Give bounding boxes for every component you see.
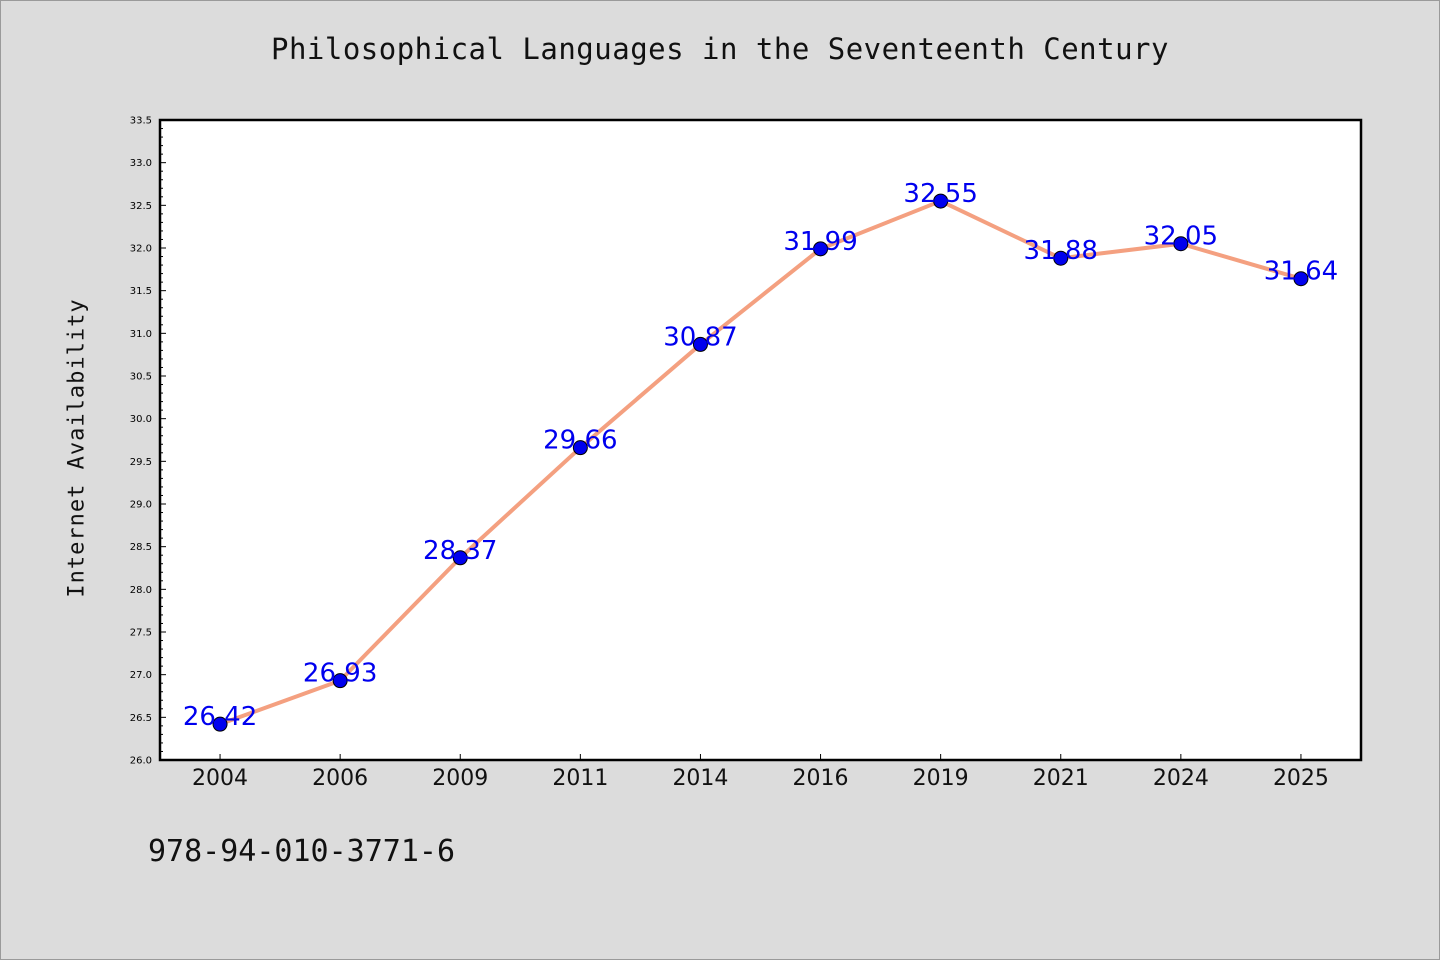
x-tick-label: 2024 xyxy=(1153,766,1209,791)
x-tick-label: 2004 xyxy=(192,766,248,791)
y-tick-label: 32.5 xyxy=(130,201,152,212)
data-point xyxy=(1053,250,1069,266)
x-tick-label: 2006 xyxy=(312,766,368,791)
y-tick-label: 28.5 xyxy=(130,542,152,553)
x-tick-label: 2021 xyxy=(1033,766,1089,791)
data-point xyxy=(212,716,228,732)
data-point xyxy=(933,193,949,209)
data-label: 32.05 xyxy=(1144,222,1218,252)
y-tick-label: 31.0 xyxy=(130,329,152,340)
data-label: 31.88 xyxy=(1024,236,1098,266)
data-point xyxy=(1293,271,1309,287)
data-label: 26.42 xyxy=(183,702,257,732)
data-point xyxy=(692,336,708,352)
data-label: 31.99 xyxy=(783,227,857,257)
data-point xyxy=(332,673,348,689)
series-line xyxy=(218,199,1303,727)
isbn-text: 978-94-010-3771-6 xyxy=(148,834,456,869)
y-tick-label: 27.0 xyxy=(130,670,152,681)
x-tick-label: 2014 xyxy=(672,766,728,791)
y-tick-label: 32.0 xyxy=(130,244,152,255)
data-point xyxy=(1173,236,1189,252)
y-tick-label: 26.5 xyxy=(130,713,152,724)
data-point xyxy=(572,440,588,456)
data-label: 26.93 xyxy=(303,659,377,689)
data-point xyxy=(813,241,829,257)
y-tick-label: 33.0 xyxy=(130,158,152,169)
data-point xyxy=(452,550,468,566)
x-tick-label: 2011 xyxy=(552,766,608,791)
data-label: 32.55 xyxy=(903,179,977,209)
chart-title: Philosophical Languages in the Seventeen… xyxy=(271,32,1169,66)
y-tick-label: 29.0 xyxy=(130,500,152,511)
y-tick-label: 26.0 xyxy=(130,756,152,767)
y-tick-label: 33.5 xyxy=(130,116,152,127)
plot-area xyxy=(160,120,1361,760)
plot-border xyxy=(158,118,1363,762)
x-tick-label: 2009 xyxy=(432,766,488,791)
x-tick-label: 2019 xyxy=(913,766,969,791)
x-tick-label: 2025 xyxy=(1273,766,1329,791)
y-tick-label: 27.5 xyxy=(130,628,152,639)
y-tick-label: 31.5 xyxy=(130,286,152,297)
y-tick-label: 30.0 xyxy=(130,414,152,425)
data-label: 31.64 xyxy=(1264,257,1338,287)
data-label: 28.37 xyxy=(423,536,497,566)
y-tick-label: 29.5 xyxy=(130,457,152,468)
data-label: 30.87 xyxy=(663,322,737,352)
x-tick-label: 2016 xyxy=(793,766,849,791)
y-tick-label: 30.5 xyxy=(130,372,152,383)
y-tick-label: 28.0 xyxy=(130,585,152,596)
data-label: 29.66 xyxy=(543,426,617,456)
